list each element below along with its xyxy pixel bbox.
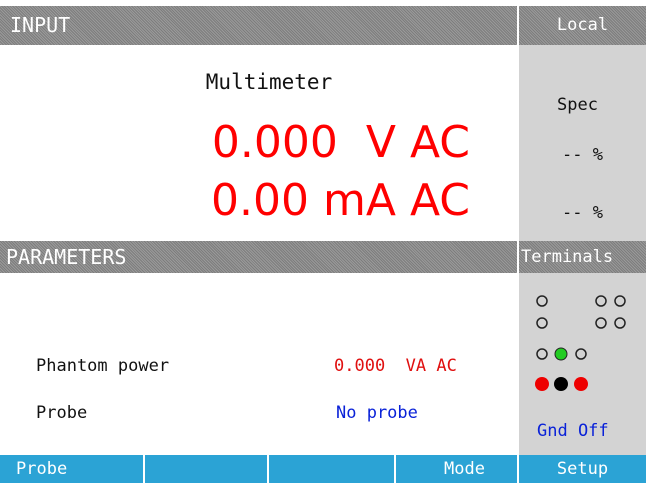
- spec-value: -- %: [562, 203, 603, 223]
- param-label: Probe: [36, 403, 88, 423]
- spec-panel: [519, 45, 646, 241]
- input-header: INPUT: [0, 6, 517, 45]
- param-value: No probe: [336, 403, 418, 423]
- terminals-header: Terminals: [519, 241, 646, 273]
- mode-label: Multimeter: [205, 70, 333, 94]
- softkey[interactable]: [269, 455, 394, 483]
- spec-label: Spec: [557, 95, 598, 115]
- terminals-diagram: [535, 295, 626, 391]
- softkey[interactable]: Mode: [396, 455, 517, 483]
- parameters-header: PARAMETERS: [0, 241, 517, 273]
- param-label: Phantom power: [36, 356, 170, 376]
- softkey[interactable]: [145, 455, 267, 483]
- spec-value: -- %: [562, 145, 603, 165]
- param-value: 0.000 VA AC: [334, 356, 457, 376]
- status-header: Local: [519, 6, 646, 45]
- reading: 0.000 V AC: [211, 117, 470, 168]
- softkey[interactable]: Setup: [519, 455, 646, 483]
- softkey[interactable]: Probe: [0, 455, 143, 483]
- terminal-status: Gnd Off: [537, 421, 609, 441]
- reading: 0.00 mA AC: [211, 175, 470, 226]
